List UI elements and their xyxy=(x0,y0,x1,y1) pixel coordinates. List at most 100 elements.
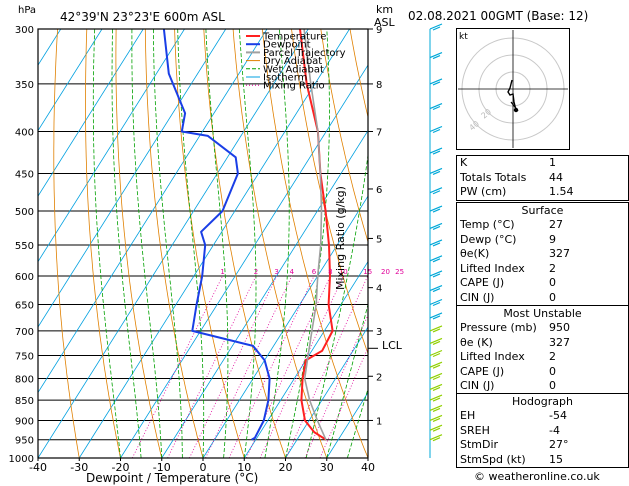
mixing-ratio-label: 6 xyxy=(312,268,317,276)
wind-barb xyxy=(429,23,443,30)
x-tick-label: 30 xyxy=(320,461,334,474)
wind-barb xyxy=(429,372,443,380)
isotherm-line xyxy=(38,29,144,197)
mixing-ratio-line xyxy=(131,275,223,458)
legend-label: Wet Adiabat xyxy=(263,64,324,75)
isotherm-line xyxy=(38,29,309,458)
pressure-tick-label: 500 xyxy=(15,207,34,218)
hodograph-storm-arrow xyxy=(510,101,519,112)
isotherm-line xyxy=(78,29,350,458)
isotherm-line xyxy=(243,260,368,458)
km-tick-label: 3 xyxy=(376,327,382,338)
mixing-ratio-label: 25 xyxy=(395,268,404,276)
mixing-ratio-label: 1 xyxy=(220,268,224,276)
wet-adiabat-line xyxy=(92,29,121,458)
mixing-ratio-line xyxy=(205,275,293,458)
wind-barb xyxy=(429,205,443,212)
lcl-label: LCL xyxy=(382,339,402,352)
legend-label: Isotherm xyxy=(263,73,307,84)
most-unstable-table: Most Unstable Pressure (mb) 950 θe (K) 327… xyxy=(456,305,629,394)
legend-label: Temperature xyxy=(262,32,326,43)
pressure-tick-label: 1000 xyxy=(9,454,34,465)
hodograph-row: EH -54 xyxy=(460,409,567,422)
wet-adiabat-line xyxy=(305,151,368,458)
dry-adiabat-line xyxy=(203,29,286,458)
dry-adiabat-line xyxy=(115,29,163,458)
wind-barb-flag xyxy=(432,128,441,134)
isotherm-line xyxy=(120,64,368,458)
hodograph-title: Hodograph xyxy=(512,395,573,408)
x-tick-label: 20 xyxy=(279,461,293,474)
wind-barb-flag xyxy=(432,225,441,230)
wind-barb xyxy=(429,78,443,85)
dry-adiabat-line xyxy=(438,29,456,458)
hodograph-row: StmDir 27° xyxy=(460,438,569,451)
dry-adiabat-line xyxy=(85,29,121,458)
mixing-ratio-label: 2 xyxy=(254,268,258,276)
legend-label: Mixing Ratio xyxy=(263,81,325,92)
wet-adiabat-line xyxy=(111,29,142,458)
dry-adiabat-line xyxy=(232,29,328,458)
dry-adiabat-line xyxy=(291,29,368,355)
km-tick-label: 4 xyxy=(376,284,382,295)
hodograph-plot: kt 20 40 xyxy=(456,28,570,150)
wet-adiabat-line xyxy=(285,29,330,458)
wind-barb xyxy=(429,102,443,110)
mixing-ratio-label: 8 xyxy=(328,268,332,276)
dry-adiabat-line xyxy=(320,29,368,244)
x-tick-label: 40 xyxy=(361,461,375,474)
surface-row: Lifted Index 2 xyxy=(460,261,556,275)
wind-barb-flag xyxy=(432,437,441,442)
surface-row: CAPE (J) 0 xyxy=(460,276,556,289)
x-axis-title: Dewpoint / Temperature (°C) xyxy=(86,471,259,485)
most-unstable-row: CIN (J) 0 xyxy=(460,379,556,392)
wind-barb xyxy=(429,239,443,246)
hodograph-kt-label: kt xyxy=(459,32,468,42)
wind-barb-flag xyxy=(432,328,441,333)
pressure-unit-label: hPa xyxy=(18,5,37,16)
mixing-ratio-line xyxy=(167,275,257,458)
dry-adiabat-line xyxy=(261,29,368,458)
index-row-pw: PW (cm) 1.54 xyxy=(460,185,574,198)
isotherm-line xyxy=(38,29,268,394)
surface-row: θe(K) 327 xyxy=(460,247,570,260)
x-tick-label: -30 xyxy=(70,461,88,474)
skewt-chart: 1 2 3 4 6 8 10 15 20 2530035040045050055060065070… xyxy=(9,23,456,474)
wind-barb xyxy=(429,167,443,175)
wind-barb-flag xyxy=(432,287,441,293)
dry-adiabat-line xyxy=(144,29,204,458)
hodograph-table: Hodograph EH -54 SREH -4 StmDir 27° StmSpd … xyxy=(456,393,629,468)
plot-frame xyxy=(37,28,369,459)
surface-title: Surface xyxy=(521,204,564,217)
pressure-tick-label: 600 xyxy=(15,272,34,283)
most-unstable-row: Lifted Index 2 xyxy=(460,350,556,363)
surface-row: Temp (°C) 27 xyxy=(460,218,563,231)
altitude-unit-km: km xyxy=(376,3,394,16)
km-tick-label: 6 xyxy=(376,185,382,196)
km-tick-label: 7 xyxy=(376,128,382,139)
km-tick-label: 1 xyxy=(376,416,382,427)
isotherm-line xyxy=(285,326,368,458)
wind-barb xyxy=(429,125,443,133)
mixing-ratio-label: 4 xyxy=(290,268,295,276)
dry-adiabat-line xyxy=(53,29,80,458)
wind-barb xyxy=(429,298,443,306)
wind-barb-flag xyxy=(432,258,441,263)
parcel-trajectory-line xyxy=(303,29,327,441)
isotherm-line xyxy=(38,29,185,263)
pressure-tick-label: 350 xyxy=(15,80,34,91)
plot-area xyxy=(38,29,456,458)
most-unstable-row: θe (K) 327 xyxy=(460,335,570,349)
wet-adiabat-line xyxy=(238,29,257,458)
wind-barb xyxy=(429,394,443,401)
wind-barb-flag xyxy=(432,81,441,86)
wet-adiabat-line xyxy=(264,29,290,458)
pressure-tick-label: 800 xyxy=(15,374,34,385)
mixing-ratio-line xyxy=(319,346,368,458)
legend-label: Parcel Trajectory xyxy=(263,48,346,59)
wind-barb-flag xyxy=(432,208,441,213)
isotherm-line xyxy=(202,195,368,458)
km-tick-label: 2 xyxy=(376,372,382,383)
wet-adiabat-line xyxy=(153,29,183,458)
